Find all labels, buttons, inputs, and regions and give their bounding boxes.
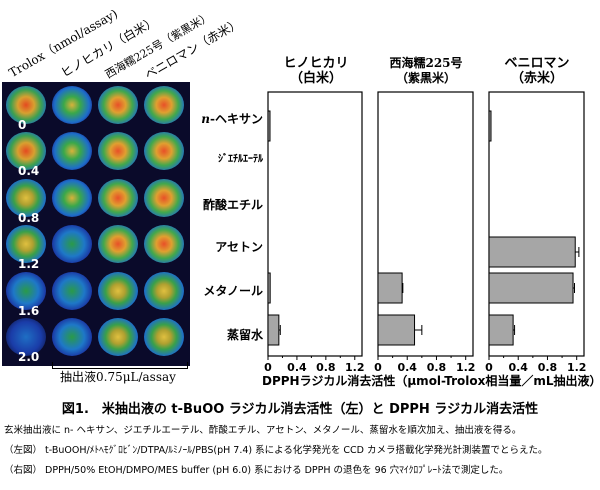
bar [267, 314, 280, 346]
panel-frame [267, 91, 363, 357]
bar [377, 314, 416, 346]
tick-label: 0.8 [316, 361, 336, 374]
row-label-hexane: n-ヘキサン [201, 112, 263, 126]
extract-bracket [52, 362, 188, 369]
caption-line-3: （右図） DPPH/50% EtOH/DMPO/MES buffer (pH 6… [4, 465, 509, 476]
well [144, 318, 184, 356]
row-label-diethylether: ｼﾞｴﾁﾙｴｰﾃﾙ [218, 154, 263, 165]
bar [267, 272, 271, 304]
figure-title: 図1. 米抽出液の t-BuOO ラジカル消去活性（左）と DPPH ラジカル消… [61, 402, 539, 417]
tick-label: 0.4 [287, 361, 307, 374]
caption-line-1: 玄米抽出液に n- ヘキサン、ジエチルエーテル、酢酸エチル、アセトン、メタノール… [4, 425, 522, 436]
caption-line-2: （左図） t-BuOOH/ﾒﾄﾍﾓｸﾞﾛﾋﾞﾝ/DTPA/ﾙﾐﾉｰﾙ/PBS(p… [4, 445, 548, 456]
well [144, 272, 184, 310]
well [6, 318, 46, 356]
tick-label: 0 [374, 361, 382, 374]
row-label-methanol: メタノール [203, 284, 263, 298]
chemiluminescence-well-image: 0 0.4 0.8 1.2 1.6 2.0 [2, 82, 190, 366]
panel-header-beniroman: ベニロマン （赤米） [487, 56, 587, 86]
bar [488, 110, 492, 142]
panel-frame [488, 91, 585, 357]
well [98, 132, 138, 170]
tick-label: 1.2 [567, 361, 587, 374]
panel-header-line1: ベニロマン [504, 56, 570, 71]
well [98, 225, 138, 263]
concentration-label: 0 [18, 118, 27, 132]
well [98, 179, 138, 217]
tick-label: 0.4 [397, 361, 417, 374]
well [6, 225, 46, 263]
well [52, 179, 92, 217]
well [52, 86, 92, 124]
panel-header-line1: 西海糯225号 [389, 56, 463, 70]
x-axis-label: DPPHラジカル消去活性（μmol-Trolox相当量／mL抽出液） [262, 374, 600, 388]
row-label-ethylacetate: 酢酸エチル [202, 198, 263, 212]
well [6, 179, 46, 217]
tick-label: 0 [264, 361, 272, 374]
concentration-label: 0.4 [18, 164, 40, 178]
bar [488, 236, 576, 268]
row-label-water: 蒸留水 [226, 328, 263, 342]
concentration-label: 1.6 [18, 304, 40, 318]
bar [488, 314, 514, 346]
concentration-label: 2.0 [18, 350, 40, 364]
row-label-hexane-text: -ヘキサン [210, 112, 263, 126]
concentration-label: 0.8 [18, 211, 40, 225]
row-label-acetone: アセトン [215, 240, 263, 254]
well [52, 132, 92, 170]
well [144, 86, 184, 124]
bar [488, 272, 574, 304]
well [98, 86, 138, 124]
bar [377, 272, 403, 304]
well [6, 86, 46, 124]
well [52, 272, 92, 310]
well [52, 225, 92, 263]
bar [267, 110, 271, 142]
panel-header-line2: （紫黒米） [395, 71, 456, 85]
well [144, 225, 184, 263]
well [144, 132, 184, 170]
extract-label: 抽出液0.75μL/assay [60, 370, 176, 384]
tick-label: 1.2 [345, 361, 365, 374]
well [144, 179, 184, 217]
tick-label: 1.2 [456, 361, 476, 374]
tick-label: 0.4 [508, 361, 528, 374]
concentration-label: 1.2 [18, 257, 40, 271]
dpph-bar-chart: 0 0.4 0.8 1.2 0 0.4 0.8 1.2 0 0.4 0.8 1.2 [264, 91, 587, 374]
well [98, 318, 138, 356]
tick-label: 0 [485, 361, 493, 374]
panel-header-saikai: 西海糯225号 （紫黒米） [376, 56, 476, 86]
well [6, 132, 46, 170]
panel-frame [377, 91, 474, 357]
tick-label: 0.8 [427, 361, 447, 374]
panel-header-hinohikari: ヒノヒカリ （白米） [266, 56, 366, 86]
panel-header-line2: （赤米） [510, 71, 563, 86]
well [98, 272, 138, 310]
well [6, 272, 46, 310]
panel-header-line2: （白米） [289, 71, 342, 86]
well [52, 318, 92, 356]
tick-label: 0.8 [538, 361, 558, 374]
panel-header-line1: ヒノヒカリ [283, 56, 349, 71]
